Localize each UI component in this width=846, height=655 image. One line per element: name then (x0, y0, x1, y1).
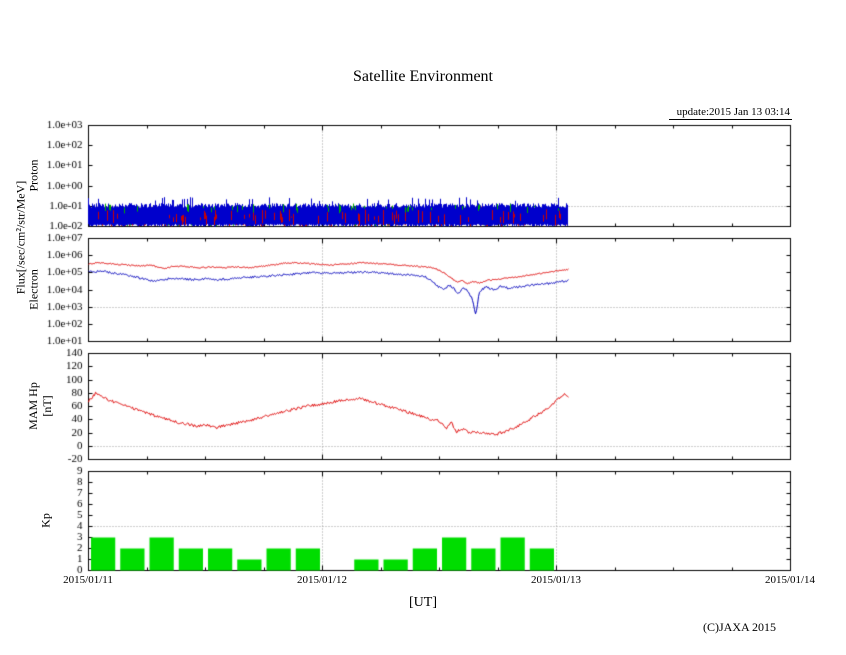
x-axis-title: [UT] (409, 595, 437, 610)
x-tick-label-2015-01-11: 2015/01/11 (63, 574, 113, 586)
mam-hp-axis-label: MAM Hp [nT] (26, 373, 54, 439)
x-tick-label-2015-01-14: 2015/01/14 (764, 574, 816, 586)
kp-axis-label: Kp (38, 513, 53, 528)
page-title: Satellite Environment (353, 68, 493, 85)
x-tick-label-2015-01-13: 2015/01/13 (530, 574, 582, 586)
electron-panel-label: Electron (26, 269, 41, 310)
mam-hp-label-line: MAM Hp (26, 382, 40, 430)
copyright-notice: (C)JAXA 2015 (702, 620, 776, 634)
x-tick-label-2015-01-12: 2015/01/12 (296, 574, 348, 586)
proton-panel-label: Proton (26, 159, 41, 192)
mam-hp-unit-line: [nT] (40, 395, 54, 417)
update-timestamp: update:2015 Jan 13 03:14 (668, 106, 792, 120)
